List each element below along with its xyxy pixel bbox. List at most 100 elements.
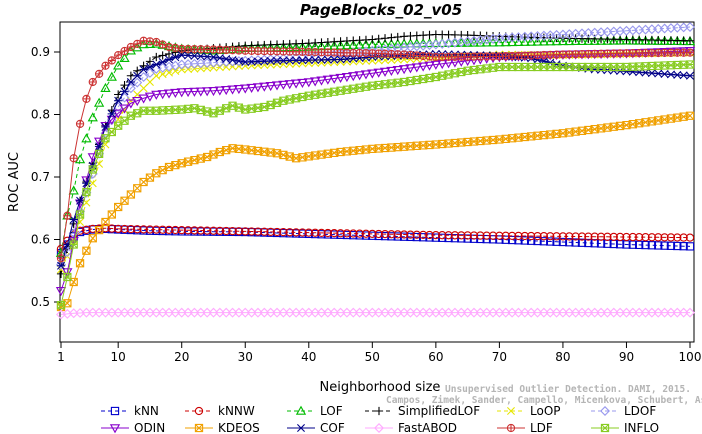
point-odin <box>672 47 683 57</box>
point-loop <box>139 84 148 93</box>
point-lof <box>538 36 550 46</box>
point-inflo <box>272 98 282 107</box>
point-odin <box>157 90 168 100</box>
point-knnw <box>336 229 345 238</box>
point-kdeos <box>94 225 104 235</box>
legend-item-knnw: kNNW <box>185 404 255 418</box>
point-ldf <box>75 119 85 129</box>
point-knnw <box>615 232 625 242</box>
point-loop <box>228 62 237 71</box>
point-lof <box>506 37 518 47</box>
point-knnw <box>539 232 549 241</box>
point-knnw <box>399 230 409 239</box>
point-ldf <box>126 42 136 52</box>
legend-marker <box>296 424 306 432</box>
point-simplifiedlof <box>152 52 161 62</box>
legend-marker <box>295 405 307 415</box>
y-tick-label: 0.5 <box>31 295 50 309</box>
point-knnw <box>406 230 415 239</box>
point-cof <box>120 87 129 96</box>
y-tick-label: 0.9 <box>31 45 50 59</box>
point-odin <box>430 60 442 70</box>
point-lof <box>551 36 562 46</box>
legend-label: ODIN <box>134 421 165 434</box>
point-inflo <box>126 111 136 120</box>
point-inflo <box>209 109 218 118</box>
point-inflo <box>368 81 377 90</box>
point-knnw <box>279 227 288 237</box>
point-inflo <box>488 63 498 72</box>
point-knnw <box>622 232 631 242</box>
x-tick-label: 1 <box>57 350 65 364</box>
point-cof <box>209 53 218 61</box>
point-knnw <box>520 231 529 241</box>
point-knnw <box>507 231 517 241</box>
legend-marker <box>374 423 384 433</box>
point-odin <box>252 83 264 93</box>
x-axis-label: Neighborhood size <box>320 380 441 395</box>
point-knnw <box>679 233 688 242</box>
point-odin <box>278 80 289 90</box>
point-knnw <box>126 224 136 234</box>
point-knn <box>685 242 695 251</box>
point-knnw <box>133 225 142 234</box>
watermark-line-1: Unsupervised Outlier Detection. DAMI, 20… <box>445 384 691 395</box>
point-knnw <box>260 227 269 236</box>
point-loop <box>215 63 224 72</box>
point-ldof <box>144 67 155 78</box>
point-inflo <box>685 60 695 69</box>
point-knnw <box>393 230 402 239</box>
point-odin <box>182 88 194 98</box>
point-cof <box>533 55 542 64</box>
point-loop <box>285 60 294 68</box>
legend-label: LDOF <box>624 404 656 418</box>
point-odin <box>189 87 200 97</box>
point-knn <box>482 234 491 244</box>
point-odin <box>246 83 257 93</box>
point-ldf <box>82 94 91 104</box>
point-knnw <box>444 231 453 240</box>
point-inflo <box>387 79 396 88</box>
point-loop <box>190 64 199 73</box>
point-inflo <box>444 70 453 79</box>
point-knnw <box>457 231 466 240</box>
point-odin <box>55 286 67 297</box>
point-kdeos <box>82 246 91 255</box>
point-odin <box>659 47 670 58</box>
point-knn <box>514 236 523 245</box>
point-inflo <box>94 149 104 159</box>
series-ldf <box>56 36 695 263</box>
legend-marker <box>506 423 516 433</box>
point-inflo <box>69 240 78 249</box>
point-knnw <box>196 226 205 235</box>
point-odin <box>665 47 677 57</box>
point-knnw <box>342 229 352 238</box>
point-inflo <box>107 127 116 137</box>
point-knnw <box>310 228 320 237</box>
point-loop <box>279 60 288 69</box>
point-odin <box>201 87 213 97</box>
point-knnw <box>514 231 523 241</box>
point-knnw <box>222 226 231 236</box>
point-odin <box>62 268 73 278</box>
point-lof <box>564 35 575 46</box>
point-knnw <box>164 225 174 235</box>
point-odin <box>265 82 276 92</box>
point-simplifiedlof <box>393 32 402 42</box>
point-lof <box>113 60 124 70</box>
y-tick-label: 0.6 <box>31 233 50 247</box>
point-loop <box>298 59 307 68</box>
point-loop <box>387 56 396 64</box>
legend-label: COF <box>320 421 345 434</box>
point-inflo <box>425 73 434 83</box>
point-cof <box>234 57 244 65</box>
point-cof <box>107 109 117 118</box>
point-knnw <box>628 232 637 242</box>
point-knn <box>641 240 650 250</box>
point-knnw <box>139 225 148 234</box>
point-odin <box>354 71 365 81</box>
point-knnw <box>183 226 193 235</box>
point-knnw <box>120 224 129 234</box>
x-tick-label: 60 <box>428 350 443 364</box>
point-inflo <box>114 121 123 130</box>
